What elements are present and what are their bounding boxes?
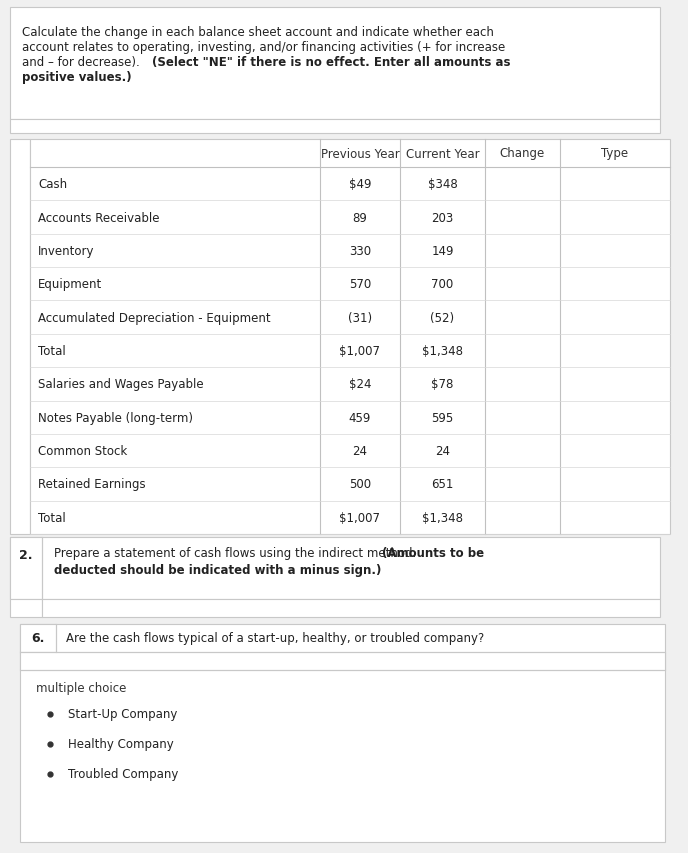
Text: 330: 330 (349, 245, 371, 258)
Text: 500: 500 (349, 478, 371, 490)
Text: 24: 24 (352, 444, 367, 457)
Text: Accumulated Depreciation - Equipment: Accumulated Depreciation - Equipment (38, 311, 270, 324)
Text: $49: $49 (349, 178, 372, 191)
Text: 6.: 6. (32, 632, 45, 645)
Text: 89: 89 (352, 212, 367, 224)
Text: multiple choice: multiple choice (36, 682, 127, 694)
Bar (30, 140, 670, 534)
Text: $78: $78 (431, 378, 453, 391)
Text: Equipment: Equipment (38, 278, 103, 291)
Text: 651: 651 (431, 478, 453, 490)
Text: Healthy Company: Healthy Company (68, 738, 174, 751)
Text: Previous Year: Previous Year (321, 148, 399, 160)
Text: Notes Payable (long-term): Notes Payable (long-term) (38, 411, 193, 424)
Text: (31): (31) (348, 311, 372, 324)
Bar (42, 600, 660, 618)
Text: deducted should be indicated with a minus sign.): deducted should be indicated with a minu… (54, 564, 381, 577)
Text: Retained Earnings: Retained Earnings (38, 478, 146, 490)
Bar (10, 120, 660, 134)
Bar (10, 8, 660, 120)
Text: $1,348: $1,348 (422, 511, 463, 525)
Text: Are the cash flows typical of a start-up, healthy, or troubled company?: Are the cash flows typical of a start-up… (66, 632, 484, 645)
Text: 700: 700 (431, 278, 453, 291)
Text: Total: Total (38, 345, 66, 357)
Bar (20, 624, 665, 842)
Text: Start-Up Company: Start-Up Company (68, 708, 178, 721)
Text: (Amounts to be: (Amounts to be (382, 547, 484, 560)
Bar (20, 624, 56, 653)
Bar (10, 600, 42, 618)
Text: $348: $348 (428, 178, 458, 191)
Text: account relates to operating, investing, and/or financing activities (+ for incr: account relates to operating, investing,… (22, 41, 505, 54)
Text: Change: Change (500, 148, 545, 160)
Text: Common Stock: Common Stock (38, 444, 127, 457)
Text: (Select "NE" if there is no effect. Enter all amounts as: (Select "NE" if there is no effect. Ente… (152, 56, 510, 69)
Text: Accounts Receivable: Accounts Receivable (38, 212, 160, 224)
Text: (52): (52) (431, 311, 455, 324)
Text: 459: 459 (349, 411, 372, 424)
Text: Calculate the change in each balance sheet account and indicate whether each: Calculate the change in each balance she… (22, 26, 494, 39)
Text: 595: 595 (431, 411, 453, 424)
Text: 570: 570 (349, 278, 371, 291)
Text: Current Year: Current Year (406, 148, 480, 160)
Text: Inventory: Inventory (38, 245, 94, 258)
Bar (10, 537, 660, 600)
Text: Prepare a statement of cash flows using the indirect method.: Prepare a statement of cash flows using … (54, 547, 420, 560)
Text: and – for decrease).: and – for decrease). (22, 56, 144, 69)
Text: Cash: Cash (38, 178, 67, 191)
Text: $1,348: $1,348 (422, 345, 463, 357)
Text: $1,007: $1,007 (339, 345, 380, 357)
Bar (10, 537, 42, 600)
Text: Troubled Company: Troubled Company (68, 768, 178, 780)
Text: Salaries and Wages Payable: Salaries and Wages Payable (38, 378, 204, 391)
Text: 203: 203 (431, 212, 453, 224)
Bar (10, 140, 30, 534)
Text: 24: 24 (435, 444, 450, 457)
Text: 2.: 2. (19, 548, 33, 562)
Text: $1,007: $1,007 (339, 511, 380, 525)
Text: Total: Total (38, 511, 66, 525)
Bar (20, 653, 665, 670)
Text: positive values.): positive values.) (22, 71, 131, 84)
Text: Type: Type (601, 148, 629, 160)
Text: 149: 149 (431, 245, 454, 258)
Text: $24: $24 (349, 378, 372, 391)
